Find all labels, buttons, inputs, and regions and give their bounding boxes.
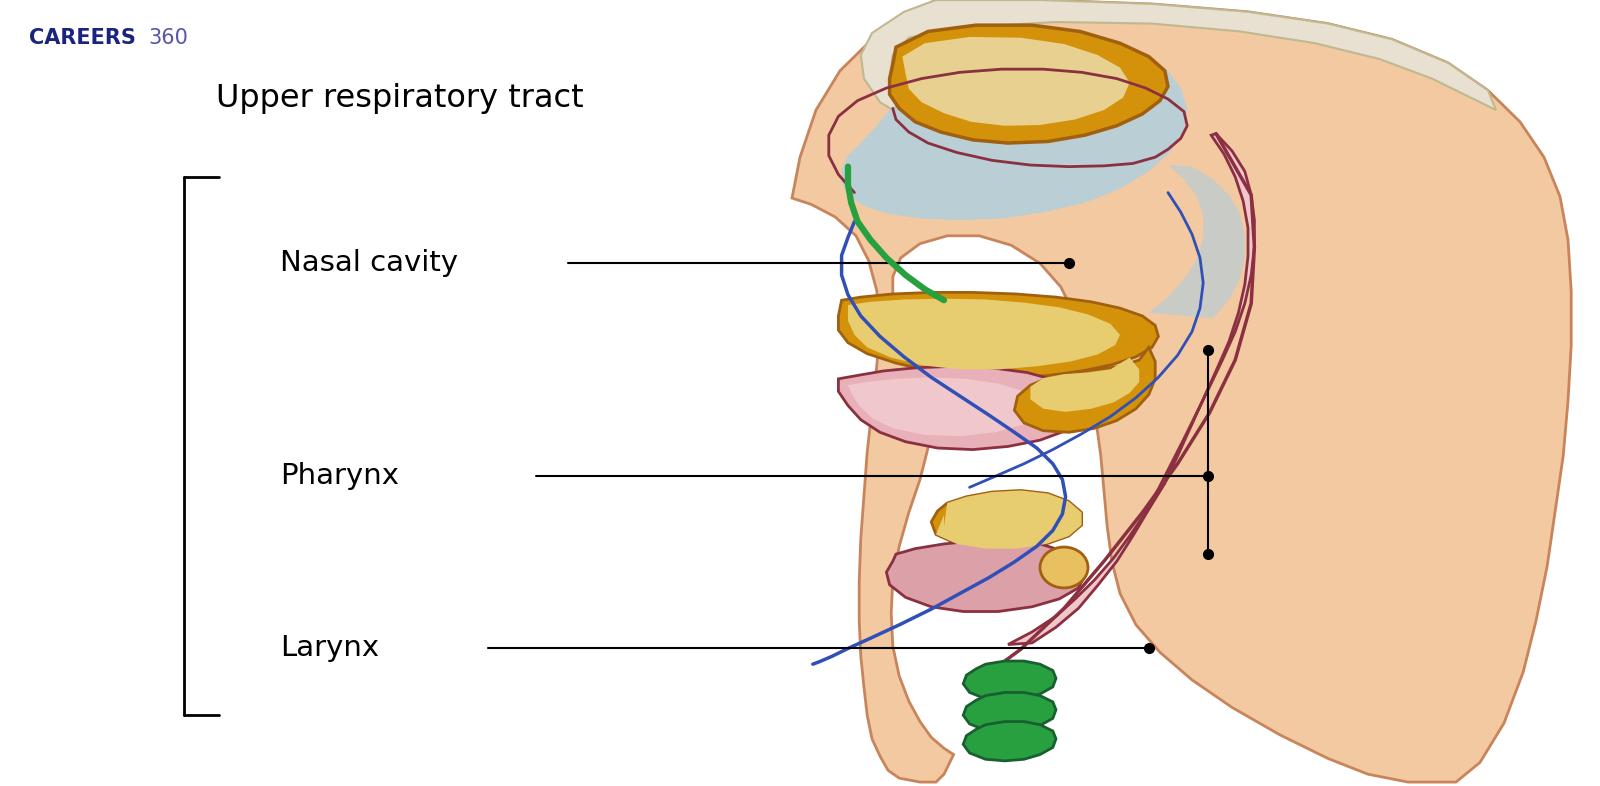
Polygon shape <box>838 292 1158 377</box>
Polygon shape <box>963 661 1056 700</box>
Polygon shape <box>842 59 1187 220</box>
Polygon shape <box>902 37 1130 126</box>
Polygon shape <box>848 299 1120 369</box>
Polygon shape <box>1008 134 1254 645</box>
Polygon shape <box>792 0 1571 782</box>
Polygon shape <box>1149 165 1245 318</box>
Polygon shape <box>838 366 1085 450</box>
Polygon shape <box>1014 347 1155 432</box>
Ellipse shape <box>1040 547 1088 588</box>
Polygon shape <box>848 377 1040 436</box>
Polygon shape <box>1030 358 1139 412</box>
Text: Upper respiratory tract: Upper respiratory tract <box>216 83 584 114</box>
Polygon shape <box>963 722 1056 761</box>
Polygon shape <box>861 0 1496 110</box>
Text: Pharynx: Pharynx <box>280 461 398 490</box>
Text: CAREERS: CAREERS <box>29 28 136 47</box>
Text: Nasal cavity: Nasal cavity <box>280 249 458 277</box>
Text: 360: 360 <box>149 28 189 47</box>
Polygon shape <box>936 490 1082 549</box>
Polygon shape <box>886 541 1085 612</box>
Polygon shape <box>931 490 1082 549</box>
Text: Larynx: Larynx <box>280 634 379 663</box>
Polygon shape <box>963 692 1056 732</box>
Polygon shape <box>890 25 1168 143</box>
